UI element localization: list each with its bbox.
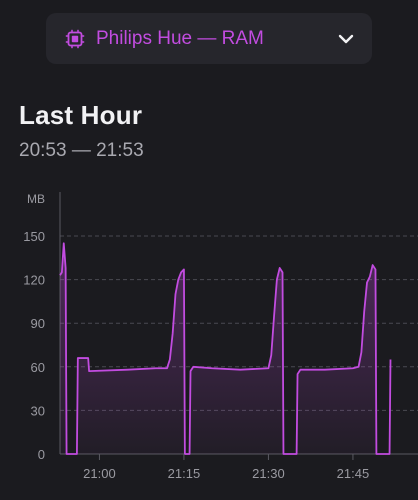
y-tick-label: 60 xyxy=(31,360,45,375)
ram-usage-chart: MB 0 30 60 90 120 150 21:00 21:15 21:30 21:45 xyxy=(0,180,418,500)
series-line xyxy=(59,242,392,455)
x-tick-label: 21:00 xyxy=(83,466,116,481)
chart-canvas: MB 0 30 60 90 120 150 21:00 21:15 21:30 21:45 xyxy=(23,192,418,481)
series-area xyxy=(60,243,391,454)
x-tick-label: 21:30 xyxy=(252,466,285,481)
y-tick-label: 120 xyxy=(23,273,45,288)
x-tick-label: 21:15 xyxy=(168,466,201,481)
time-range: 20:53 — 21:53 xyxy=(19,140,144,161)
y-axis-unit-label: MB xyxy=(27,192,45,206)
device-metric-selector[interactable]: Philips Hue — RAM xyxy=(46,13,372,64)
chip-icon xyxy=(64,28,86,50)
y-tick-label: 0 xyxy=(38,447,45,462)
y-tick-label: 30 xyxy=(31,403,45,418)
y-tick-label: 150 xyxy=(23,229,45,244)
y-tick-label: 90 xyxy=(31,316,45,331)
selector-label: Philips Hue — RAM xyxy=(96,27,264,49)
x-tick-label: 21:45 xyxy=(337,466,370,481)
chevron-down-icon[interactable] xyxy=(336,29,356,49)
page-title: Last Hour xyxy=(19,100,143,130)
